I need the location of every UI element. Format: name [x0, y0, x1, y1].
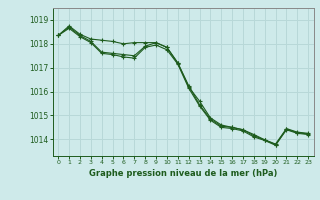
X-axis label: Graphe pression niveau de la mer (hPa): Graphe pression niveau de la mer (hPa) [89, 169, 277, 178]
